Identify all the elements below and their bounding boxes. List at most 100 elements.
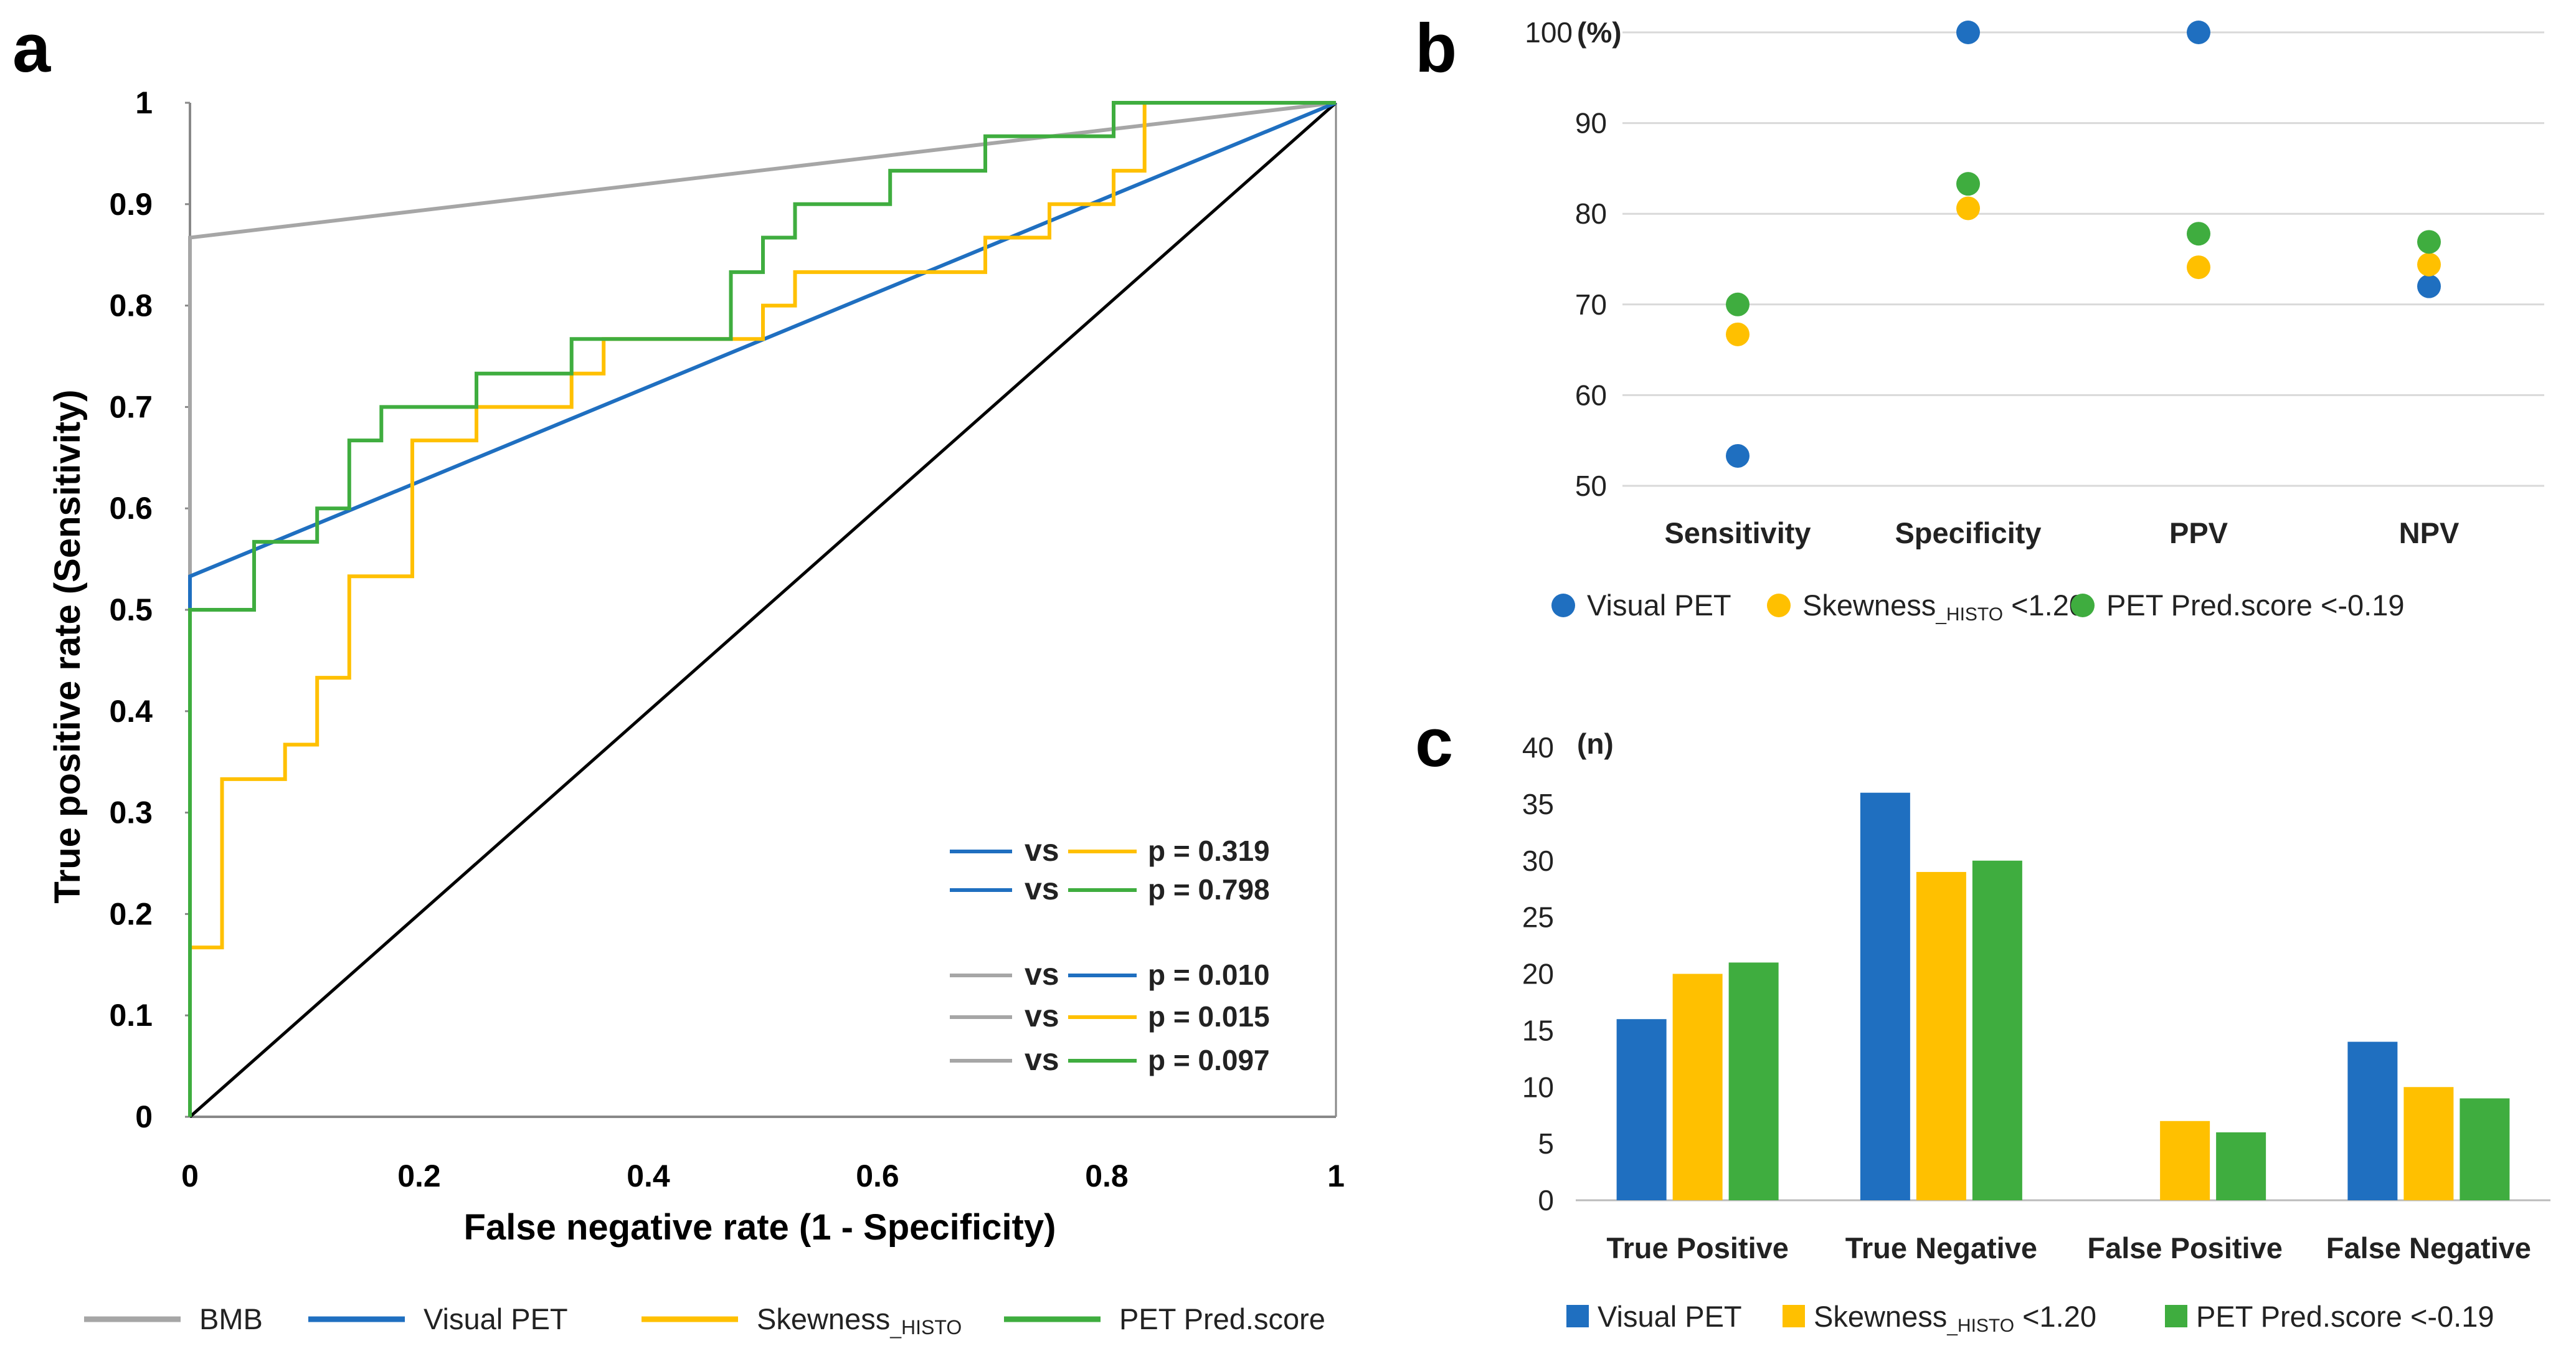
comparison-vs: vs xyxy=(1025,833,1059,868)
roc-y-tick-label: 0.8 xyxy=(109,288,153,323)
counts-legend-label-main: Visual PET xyxy=(1598,1300,1742,1333)
comparison-p-value: p = 0.097 xyxy=(1148,1044,1270,1076)
counts-bar-pred xyxy=(2460,1098,2510,1200)
counts-bar-visual xyxy=(1860,792,1910,1200)
metrics-point-pred xyxy=(1726,292,1750,316)
counts-bar-visual xyxy=(1616,1019,1667,1200)
counts-bars xyxy=(1616,792,2510,1200)
counts-bar-skew xyxy=(1916,871,1966,1200)
roc-y-tick-label: 0.3 xyxy=(109,795,153,830)
roc-y-tick-label: 0.7 xyxy=(109,389,153,424)
counts-bar-pred xyxy=(1972,860,2022,1200)
roc-legend-label-sub: _HISTO xyxy=(889,1316,962,1339)
metrics-y-tick-label: 50 xyxy=(1575,470,1607,502)
metrics-legend-marker xyxy=(1767,594,1791,617)
counts-bar-skew xyxy=(2403,1087,2454,1200)
counts-legend-swatch xyxy=(1566,1305,1589,1327)
metrics-point-skew xyxy=(1726,322,1750,346)
metrics-axes: 50 60 70 80 90 100 Sensitivity Specificity PPV NP… xyxy=(1525,16,2544,549)
comparison-p-value: p = 0.015 xyxy=(1148,1000,1270,1033)
comparison-vs: vs xyxy=(1025,957,1059,992)
counts-y-tick-label: 15 xyxy=(1522,1014,1554,1046)
roc-x-tick-label: 0.2 xyxy=(397,1159,441,1193)
counts-bar-skew xyxy=(2160,1121,2210,1200)
metrics-y-tick-label: 60 xyxy=(1575,379,1607,411)
metrics-point-visual xyxy=(1726,443,1750,468)
metrics-legend-marker xyxy=(1551,594,1575,617)
metrics-category-label: Sensitivity xyxy=(1664,516,1811,549)
counts-legend-label-sub: _HISTO xyxy=(1946,1315,2014,1336)
counts-category-label: False Negative xyxy=(2326,1231,2531,1264)
roc-curve-reference xyxy=(189,102,1337,1118)
counts-legend-label-suffix: <1.20 xyxy=(2014,1300,2096,1333)
counts-y-tick-label: 40 xyxy=(1522,731,1554,764)
metrics-point-skew xyxy=(1956,196,1980,220)
roc-y-axis-title: True positive rate (Sensitivity) xyxy=(47,389,88,903)
metrics-y-tick-label: 70 xyxy=(1575,288,1607,321)
counts-y-tick-label: 30 xyxy=(1522,845,1554,877)
counts-y-tick-label: 20 xyxy=(1522,958,1554,990)
metrics-legend-label-main: Skewness xyxy=(1802,589,1936,622)
roc-legend: BMB Visual PET Skewness_HISTO PET Pred.scor… xyxy=(84,1302,1325,1339)
comparison-vs: vs xyxy=(1025,1042,1059,1077)
counts-legend-label-main: PET Pred.score <-0.19 xyxy=(2196,1300,2494,1333)
counts-y-tick-label: 25 xyxy=(1522,901,1554,934)
counts-bar-pred xyxy=(2216,1132,2266,1200)
metrics-legend-label-sub: _HISTO xyxy=(1935,604,2003,625)
roc-y-tick-label: 0.5 xyxy=(109,592,153,627)
counts-legend-label: Skewness_HISTO <1.20 xyxy=(1814,1300,2096,1336)
roc-y-tick-label: 0.9 xyxy=(109,187,153,222)
counts-bar-visual xyxy=(2347,1041,2398,1200)
counts-axes: 0 5 10 15 20 25 30 35 40 True Positive True Negati… xyxy=(1522,731,2550,1264)
metrics-point-pred xyxy=(2417,230,2441,254)
counts-bar-pred xyxy=(1728,962,1779,1200)
metrics-point-skew xyxy=(2417,252,2441,277)
metrics-point-pred xyxy=(1956,172,1980,196)
metrics-legend-label: Visual PET xyxy=(1587,589,1731,622)
metrics-legend-label: Skewness_HISTO <1.20 xyxy=(1802,589,2085,625)
roc-legend-label-main: PET Pred.score xyxy=(1119,1302,1325,1335)
roc-curve-pet-pred-score xyxy=(188,101,1336,1117)
metrics-point-skew xyxy=(2187,255,2210,280)
counts-legend-label: Visual PET xyxy=(1598,1300,1742,1333)
metrics-chart: 50 60 70 80 90 100 Sensitivity Specificity PPV NP… xyxy=(1525,16,2544,625)
counts-legend-label: PET Pred.score <-0.19 xyxy=(2196,1300,2494,1333)
metrics-legend-marker xyxy=(2071,594,2095,617)
roc-legend-label: BMB xyxy=(199,1302,263,1335)
roc-x-tick-label: 0.8 xyxy=(1085,1159,1129,1193)
roc-y-tick-label: 0 xyxy=(135,1099,153,1134)
metrics-y-tick-label: 100 xyxy=(1525,16,1573,49)
roc-chart: 0 0.2 0.4 0.6 0.8 1 0 0.1 0.2 0.3 0.4 0.5 0.6 0.7 0.8 0… xyxy=(47,85,1345,1339)
roc-x-tick-label: 0.4 xyxy=(627,1159,670,1193)
counts-y-tick-label: 10 xyxy=(1522,1071,1554,1103)
roc-y-tick-label: 0.6 xyxy=(109,491,153,526)
metrics-legend-label: PET Pred.score <-0.19 xyxy=(2106,589,2405,622)
roc-legend-label: Visual PET xyxy=(424,1302,568,1335)
metrics-category-label: PPV xyxy=(2169,516,2228,549)
roc-y-tick-label: 0.2 xyxy=(109,896,153,931)
counts-category-label: True Negative xyxy=(1845,1231,2037,1264)
roc-y-tick-label: 1 xyxy=(135,85,153,120)
roc-y-tick-label: 0.1 xyxy=(109,998,153,1033)
metrics-y-tick-label: 80 xyxy=(1575,197,1607,230)
metrics-legend: Visual PET Skewness_HISTO <1.20 PET Pred.s… xyxy=(1551,589,2405,625)
counts-legend-label-main: Skewness xyxy=(1814,1300,1947,1333)
counts-unit-label: (n) xyxy=(1577,728,1614,760)
metrics-point-visual xyxy=(2187,21,2210,44)
panel-label-b: b xyxy=(1415,10,1457,87)
comparison-p-value: p = 0.798 xyxy=(1148,873,1270,906)
metrics-legend-label-main: PET Pred.score <-0.19 xyxy=(2106,589,2405,622)
roc-x-tick-label: 1 xyxy=(1327,1159,1345,1193)
comparison-vs: vs xyxy=(1025,998,1059,1033)
roc-legend-label-main: Visual PET xyxy=(424,1302,568,1335)
metrics-legend-label-main: Visual PET xyxy=(1587,589,1731,622)
counts-legend-swatch xyxy=(2165,1305,2187,1327)
roc-axes: 0 0.2 0.4 0.6 0.8 1 0 0.1 0.2 0.3 0.4 0.5 0.6 0.7 0.8 0… xyxy=(109,85,1344,1193)
counts-chart: 0 5 10 15 20 25 30 35 40 True Positive True Negati… xyxy=(1522,728,2550,1336)
roc-x-tick-label: 0 xyxy=(181,1159,199,1193)
roc-comparisons: vs p = 0.319 vs p = 0.798 vs p = 0.010 vs p = 0… xyxy=(950,833,1270,1077)
roc-y-tick-label: 0.4 xyxy=(109,694,153,729)
metrics-category-label: Specificity xyxy=(1895,516,2041,549)
roc-x-tick-label: 0.6 xyxy=(856,1159,899,1193)
counts-y-tick-label: 0 xyxy=(1538,1184,1554,1216)
